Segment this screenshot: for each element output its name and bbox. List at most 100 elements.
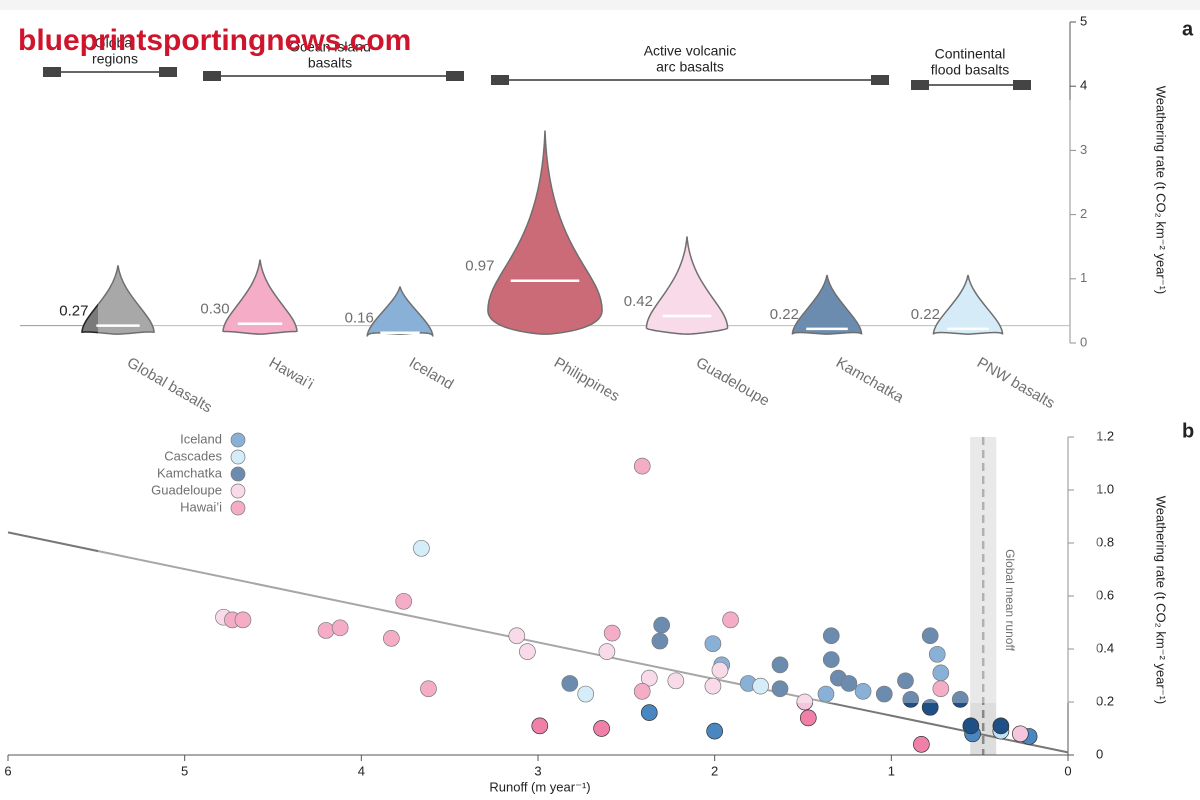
scatter-point [531, 717, 549, 735]
median-label: 0.22 [770, 306, 799, 323]
scatter-point [519, 643, 536, 661]
group-cap [43, 67, 61, 77]
paper [0, 10, 1200, 800]
scatter-point [722, 611, 739, 629]
median-label: 0.42 [624, 293, 653, 310]
legend-label: Kamchatka [157, 465, 223, 480]
panel-label: a [1182, 18, 1194, 40]
scatter-point [331, 619, 349, 637]
scatter-point [840, 675, 858, 692]
violin [487, 130, 603, 335]
scatter-point [913, 736, 930, 753]
legend-marker [230, 449, 246, 465]
scatter-point [383, 630, 400, 647]
x-tick-label: 1 [888, 763, 895, 778]
legend-label: Hawai’i [180, 499, 222, 514]
legend-marker [230, 483, 246, 499]
scatter-point [508, 627, 526, 645]
scatter-point [962, 717, 980, 735]
scatter-point [651, 632, 669, 650]
y-tick-label: 0.6 [1096, 587, 1114, 602]
annotation: Global mean runoff [1003, 549, 1017, 652]
scatter-point [413, 539, 430, 557]
scatter-point [992, 717, 1010, 735]
scatter-point [598, 643, 616, 661]
scatter-point [951, 690, 969, 708]
group-cap [911, 80, 929, 90]
violin [645, 236, 729, 335]
group-label: regions [92, 51, 138, 67]
scatter-point [921, 698, 939, 716]
x-axis-title: Runoff (m year⁻¹) [489, 779, 590, 794]
x-tick-label: 5 [181, 763, 188, 778]
violin [932, 274, 1004, 336]
scatter-point [932, 680, 950, 698]
group-label: Global [95, 35, 135, 51]
y-tick-label: 0 [1096, 746, 1103, 761]
scatter-point [902, 690, 920, 708]
scatter-point [854, 683, 872, 700]
group-label: Continental [935, 46, 1006, 62]
scatter-point [1011, 725, 1029, 743]
scatter-point [603, 624, 621, 642]
median-label: 0.16 [345, 310, 374, 327]
y-tick-label: 3 [1080, 142, 1087, 157]
group-label: basalts [308, 55, 352, 71]
watermark: blueprintsportingnews.com [18, 24, 411, 57]
x-tick-label: 4 [358, 763, 365, 778]
scatter-point [577, 685, 595, 703]
y-tick-label: 1.2 [1096, 428, 1114, 443]
y-tick-label: 5 [1080, 13, 1087, 28]
scatter-point [667, 672, 685, 690]
violin [222, 259, 298, 335]
panel-label: b [1182, 420, 1194, 442]
y-tick-label: 0.8 [1096, 534, 1114, 549]
legend-label: Cascades [164, 448, 222, 463]
scatter-point [593, 720, 610, 737]
median-label: 0.27 [59, 303, 88, 320]
scatter-point [799, 709, 817, 727]
violin [366, 286, 434, 337]
fit-line [7, 531, 1069, 754]
scatter-point [420, 680, 437, 698]
legend-label: Iceland [180, 431, 222, 446]
scatter-point [817, 685, 835, 703]
legend-marker [230, 500, 246, 516]
scatter-point [711, 661, 729, 679]
group-label: Ocean island [289, 39, 371, 55]
x-tick-label: 0 [1064, 763, 1071, 778]
y-tick-label: 0.4 [1096, 640, 1114, 655]
y-tick-label: 1.0 [1096, 481, 1114, 496]
scatter-point [704, 635, 722, 653]
scatter-point [822, 627, 840, 645]
violin [791, 274, 863, 336]
scatter-point [771, 656, 789, 674]
group-cap [871, 75, 889, 85]
scatter-point [704, 677, 722, 695]
group-cap [159, 67, 177, 77]
overlay [98, 100, 1100, 703]
scatter-point [771, 680, 789, 698]
scatter-point [640, 704, 658, 721]
median-label: 0.22 [911, 306, 940, 323]
y-tick-label: 2 [1080, 206, 1087, 221]
group-cap [446, 71, 464, 81]
x-tick-label: 3 [534, 763, 541, 778]
y-axis-title: Weathering rate (t CO₂ km⁻² year⁻¹) [1154, 496, 1169, 705]
legend-marker [230, 466, 246, 482]
group-cap [1013, 80, 1031, 90]
scatter-point [822, 651, 840, 668]
x-tick-label: 6 [4, 763, 11, 778]
group-cap [491, 75, 509, 85]
y-tick-label: 0.2 [1096, 693, 1114, 708]
group-cap [203, 71, 221, 81]
scatter-point [640, 669, 658, 687]
y-tick-label: 4 [1080, 78, 1087, 93]
scatter-point [633, 457, 651, 475]
y-tick-label: 1 [1080, 270, 1087, 285]
median-label: 0.97 [465, 258, 494, 275]
scatter-point [875, 685, 893, 703]
median-label: 0.30 [200, 301, 229, 318]
